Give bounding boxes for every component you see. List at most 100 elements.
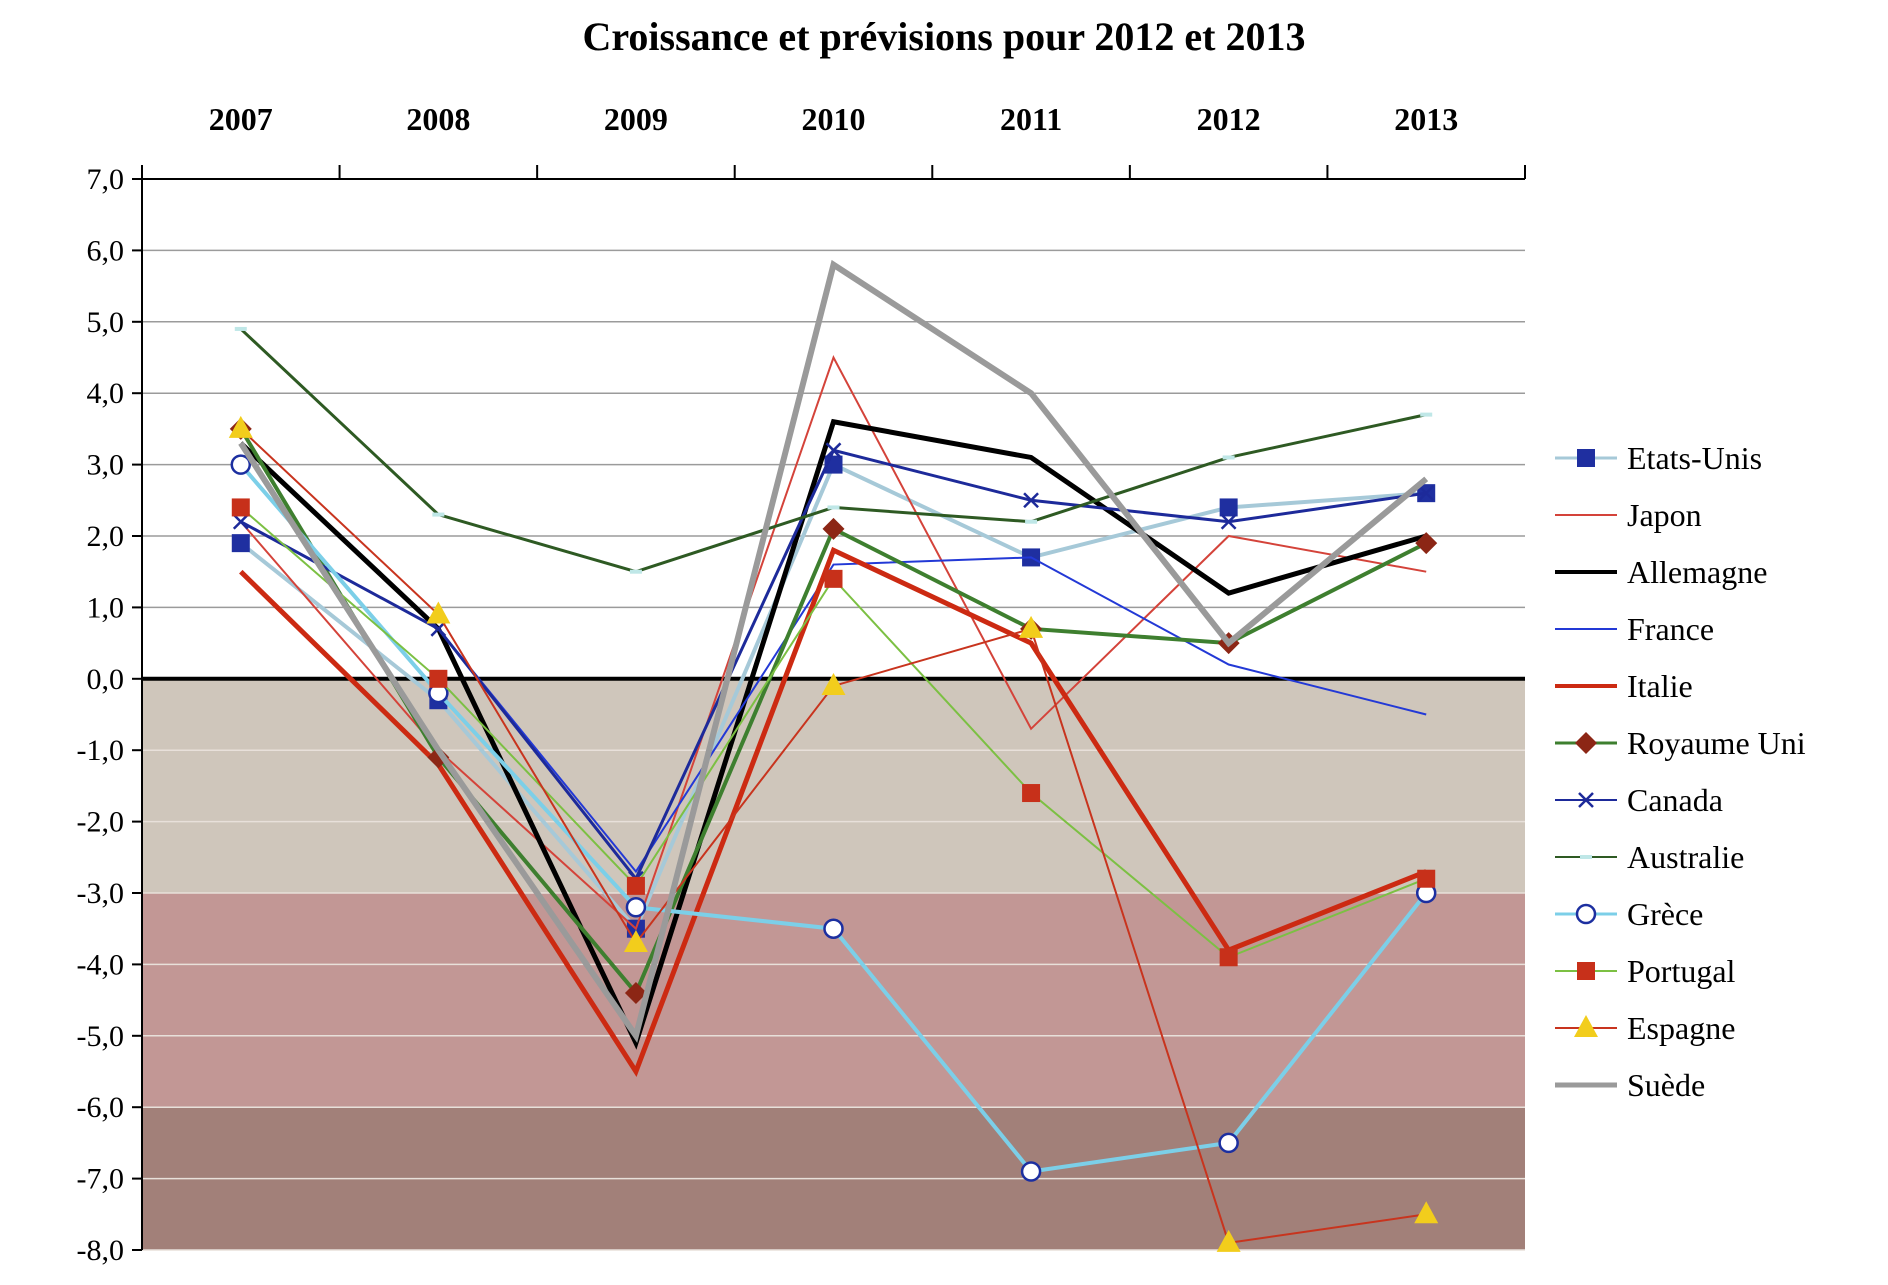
legend-marker — [1575, 732, 1597, 754]
y-tick-label: -8,0 — [77, 1234, 125, 1267]
legend-label: Portugal — [1627, 953, 1736, 989]
data-point — [823, 918, 844, 939]
data-point — [1220, 513, 1237, 530]
data-point — [1020, 1161, 1042, 1182]
data-point — [426, 601, 451, 624]
x-tick-label: 2010 — [802, 101, 866, 137]
data-point — [625, 897, 647, 918]
legend-label: Etats-Unis — [1627, 440, 1762, 476]
data-point — [1218, 1132, 1239, 1154]
y-tick-label: 7,0 — [87, 163, 125, 196]
series-lines — [228, 259, 1439, 1252]
data-point — [1023, 492, 1039, 509]
legend-marker — [1574, 1015, 1598, 1037]
legend-item: France — [1555, 611, 1714, 647]
y-tick-label: 2,0 — [87, 520, 125, 553]
data-point — [1417, 869, 1436, 888]
series-Espagne — [228, 415, 1439, 1252]
legend-item: Suède — [1555, 1067, 1705, 1103]
y-tick-label: -5,0 — [77, 1020, 125, 1053]
data-point — [626, 876, 645, 895]
x-tick-label: 2007 — [209, 101, 273, 137]
series-Portugal — [231, 498, 1436, 967]
data-point — [824, 569, 843, 588]
y-tick-label: -6,0 — [77, 1091, 125, 1124]
data-point — [429, 669, 448, 688]
legend-label: Espagne — [1627, 1010, 1735, 1046]
data-point — [232, 513, 249, 530]
chart-title: Croissance et prévisions pour 2012 et 20… — [583, 14, 1306, 59]
series-Australie — [234, 326, 1433, 574]
data-point — [1025, 519, 1038, 524]
axes: 2007 2008 2009 2010 2011 2012 2013 7,0 6,0 5,0 4,0… — [77, 101, 1526, 1267]
y-tick-label: -3,0 — [77, 877, 125, 910]
data-point — [821, 672, 846, 695]
legend-item: Canada — [1555, 782, 1723, 818]
legend: Etats-Unis Japon Allemagne France Italie Roya… — [1555, 440, 1806, 1103]
data-point — [825, 442, 842, 459]
legend-marker — [1577, 962, 1595, 980]
y-tick-label: 4,0 — [87, 377, 125, 410]
legend-label: Australie — [1627, 839, 1744, 875]
y-tick-label: -7,0 — [77, 1163, 125, 1196]
series-Grèce — [230, 454, 1437, 1182]
data-point — [231, 498, 250, 517]
x-tick-label: 2012 — [1197, 101, 1261, 137]
legend-marker — [1578, 792, 1594, 808]
data-point — [1216, 1229, 1241, 1252]
legend-label: France — [1627, 611, 1714, 647]
legend-label: Royaume Uni — [1627, 725, 1806, 761]
series-line — [238, 259, 1429, 1043]
data-point — [228, 415, 253, 438]
legend-label: Canada — [1627, 782, 1723, 818]
x-tick-label: 2008 — [406, 101, 470, 137]
data-point — [231, 534, 250, 553]
legend-item: Espagne — [1555, 1010, 1735, 1046]
x-tick-label: 2013 — [1394, 101, 1458, 137]
x-tick-label: 2011 — [1000, 101, 1062, 137]
y-tick-label: 0,0 — [87, 663, 125, 696]
y-tick-label: -1,0 — [77, 734, 125, 767]
data-point — [1414, 1201, 1439, 1224]
legend-label: Suède — [1627, 1067, 1705, 1103]
data-point — [827, 505, 840, 510]
legend-item: Etats-Unis — [1555, 440, 1762, 476]
y-tick-label: 3,0 — [87, 449, 125, 482]
y-tick-label: -2,0 — [77, 806, 125, 839]
legend-label: Japon — [1627, 497, 1702, 533]
series-Suède — [238, 259, 1429, 1043]
data-point — [1019, 615, 1044, 638]
data-point — [1222, 455, 1235, 460]
legend-item: Italie — [1555, 668, 1693, 704]
data-point — [624, 981, 647, 1004]
data-point — [234, 326, 247, 331]
series-Canada — [232, 442, 1435, 887]
data-point — [629, 569, 642, 574]
legend-item: Grèce — [1555, 896, 1703, 932]
data-point — [623, 929, 648, 952]
legend-label: Allemagne — [1627, 554, 1767, 590]
legend-marker — [1580, 855, 1592, 859]
legend-item: Australie — [1555, 839, 1744, 875]
legend-item: Allemagne — [1555, 554, 1767, 590]
data-point — [230, 454, 252, 475]
legend-item: Royaume Uni — [1555, 725, 1806, 761]
data-point — [1219, 948, 1238, 967]
data-point — [432, 512, 445, 517]
data-point — [1420, 412, 1433, 417]
legend-marker — [1577, 449, 1595, 467]
data-point — [822, 517, 845, 540]
y-tick-label: -4,0 — [77, 948, 125, 981]
x-tick-label: 2009 — [604, 101, 668, 137]
legend-item: Portugal — [1555, 953, 1736, 989]
data-point — [1022, 784, 1041, 803]
y-tick-label: 1,0 — [87, 591, 125, 624]
data-point — [1219, 498, 1238, 517]
legend-label: Italie — [1627, 668, 1693, 704]
legend-marker — [1575, 903, 1597, 925]
legend-item: Japon — [1555, 497, 1702, 533]
legend-label: Grèce — [1627, 896, 1703, 932]
y-tick-label: 6,0 — [87, 234, 125, 267]
